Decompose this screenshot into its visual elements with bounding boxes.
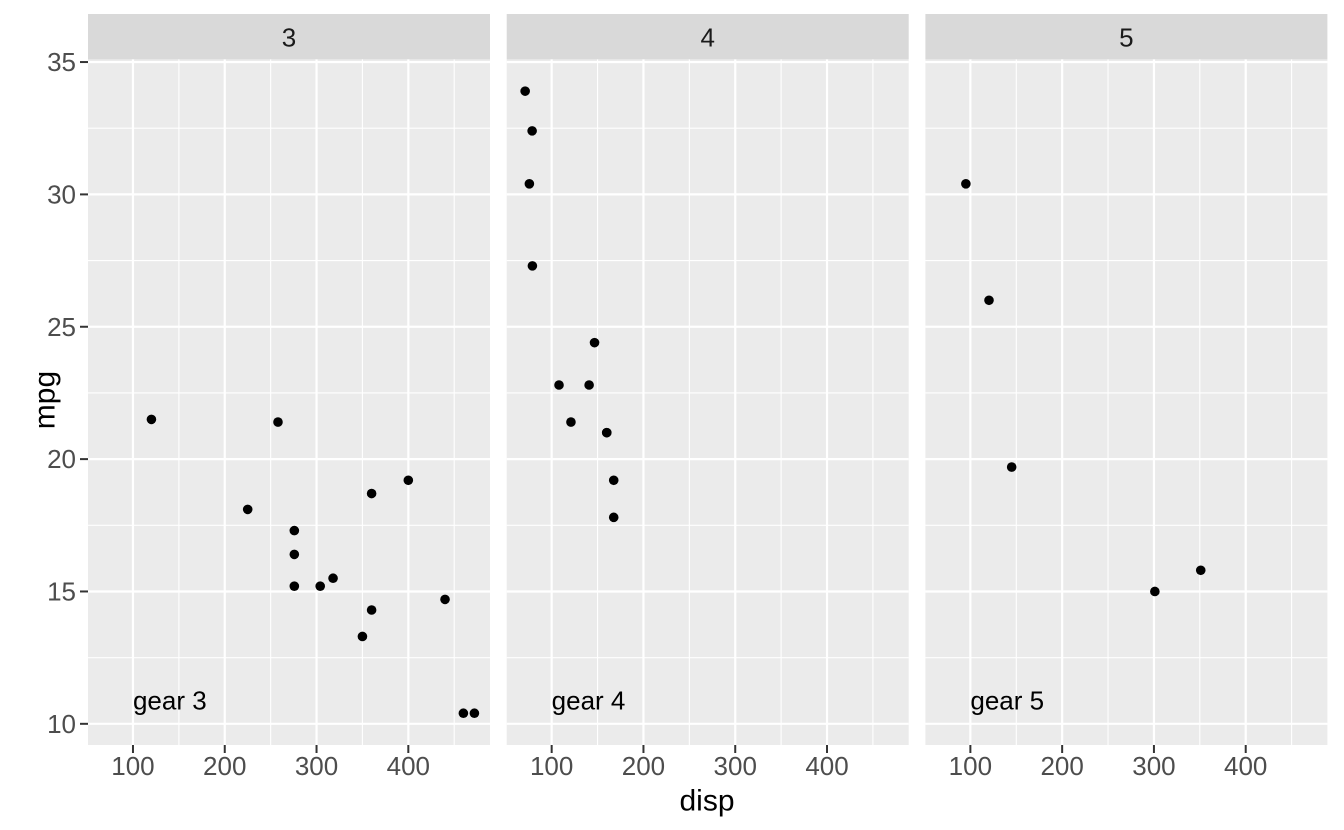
data-point [366,605,377,615]
plot-panel [506,59,909,745]
strip-label: 5 [1119,23,1133,53]
facet-annotation: gear 3 [133,685,207,715]
facet-annotation: gear 4 [552,685,626,715]
data-point [273,417,283,427]
data-point [520,86,530,96]
x-tick-label: 400 [387,751,430,781]
x-axis-title: disp [679,785,734,818]
data-point [458,708,469,719]
facet-annotation: gear 5 [970,685,1044,715]
data-point [961,179,971,189]
x-tick-label: 100 [111,751,154,781]
data-point [1150,586,1160,597]
data-point [315,581,326,591]
data-point [289,525,300,536]
plot-panel [88,59,490,745]
data-point [1006,462,1017,472]
panel-strip [88,14,490,60]
data-point [289,549,300,560]
data-point [608,475,619,486]
data-point [1195,565,1206,576]
panel-strip [506,14,909,60]
strip-label: 4 [700,23,714,53]
x-tick-label: 300 [1132,751,1175,781]
x-tick-label: 100 [530,751,573,781]
data-point [469,708,480,719]
strip-label: 3 [282,23,296,53]
x-tick-label: 300 [714,751,757,781]
y-tick-label: 30 [47,179,76,209]
data-point [440,594,450,605]
data-point [527,126,537,136]
data-point [554,380,564,390]
data-point [566,417,576,427]
y-tick-label: 35 [47,47,76,77]
x-tick-label: 100 [949,751,992,781]
data-point [366,488,377,499]
data-point [357,631,368,642]
y-tick-label: 20 [47,444,76,474]
data-point [984,295,994,306]
y-tick-label: 15 [47,576,76,606]
plot-panel [925,59,1328,745]
x-tick-label: 200 [622,751,665,781]
data-point [601,427,612,438]
data-point [328,573,338,584]
data-point [527,261,538,271]
data-point [289,581,300,591]
data-point [608,512,619,523]
x-tick-label: 300 [295,751,338,781]
y-axis-title: mpg [29,371,62,429]
data-point [584,380,594,390]
y-tick-label: 10 [47,709,76,739]
data-point [403,475,414,486]
y-tick-label: 25 [47,312,76,342]
x-tick-label: 400 [1224,751,1267,781]
data-point [589,337,600,348]
data-point [524,179,535,189]
panel-strip [925,14,1328,60]
x-tick-label: 200 [203,751,246,781]
data-point [242,504,253,515]
data-point [146,414,157,425]
x-tick-label: 200 [1040,751,1083,781]
x-tick-label: 400 [805,751,848,781]
